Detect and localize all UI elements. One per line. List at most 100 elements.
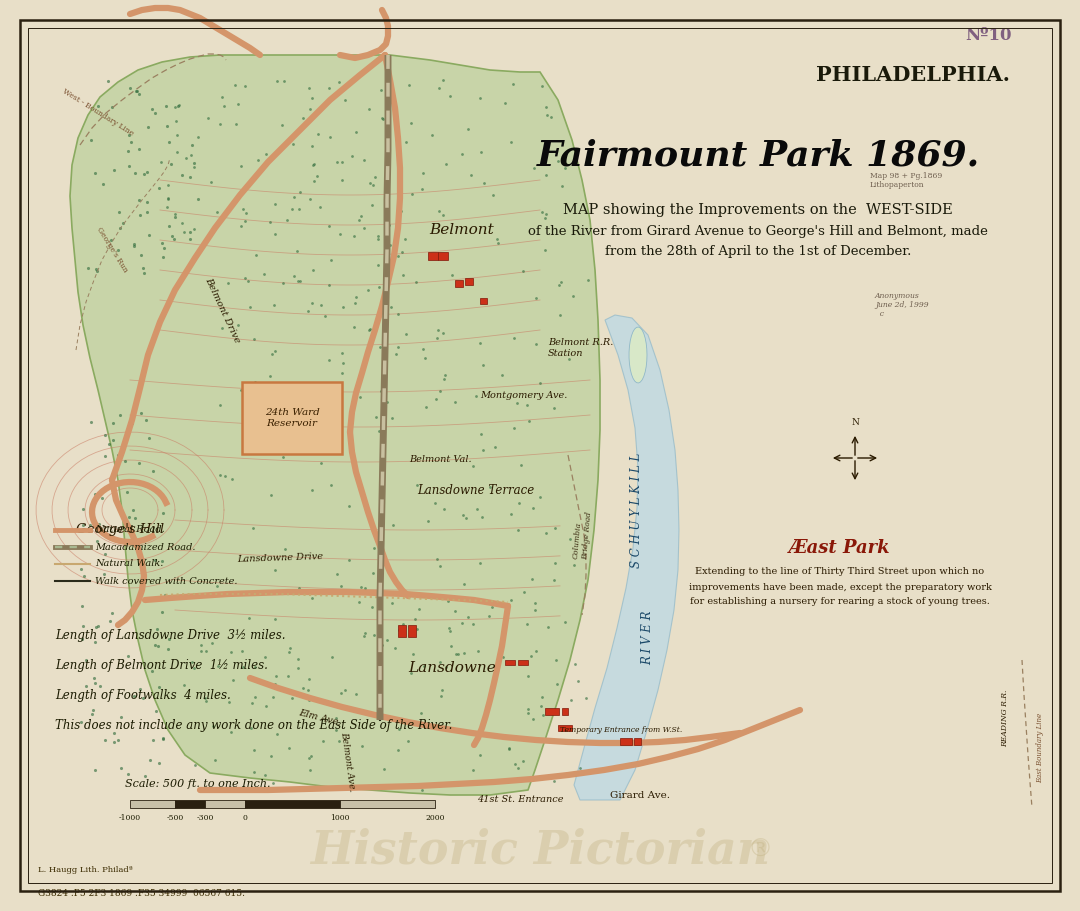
Point <box>364 599 381 614</box>
Point <box>201 226 218 241</box>
Point <box>473 427 490 442</box>
Point <box>432 559 449 574</box>
Point <box>502 507 519 521</box>
Point <box>97 427 114 442</box>
Point <box>141 752 159 767</box>
Point <box>303 483 321 497</box>
Point <box>444 268 461 282</box>
Text: Belmont: Belmont <box>430 223 495 237</box>
Point <box>510 523 527 537</box>
Point <box>93 491 110 506</box>
Point <box>364 178 381 192</box>
Point <box>464 763 482 777</box>
Point <box>110 204 127 219</box>
Point <box>103 233 120 248</box>
Point <box>515 264 532 279</box>
Point <box>144 102 161 117</box>
Point <box>348 125 365 139</box>
Text: 24th Ward
Reservoir: 24th Ward Reservoir <box>265 407 320 428</box>
Point <box>78 679 95 693</box>
Point <box>124 503 141 517</box>
Point <box>399 712 416 727</box>
Point <box>393 779 410 793</box>
Point <box>523 649 540 663</box>
Point <box>355 153 373 168</box>
Point <box>119 649 136 663</box>
Point <box>440 594 457 609</box>
Text: East Boundary Line: East Boundary Line <box>1036 713 1044 783</box>
Point <box>567 657 584 671</box>
Point <box>125 689 143 703</box>
Point <box>408 621 426 636</box>
Point <box>285 137 302 151</box>
Point <box>523 572 540 587</box>
Point <box>364 565 381 579</box>
Point <box>548 652 565 667</box>
Point <box>526 596 543 610</box>
Point <box>222 725 240 740</box>
Text: 41st St. Entrance: 41st St. Entrance <box>476 795 564 804</box>
Point <box>90 517 107 532</box>
Point <box>500 742 517 756</box>
Point <box>189 191 206 206</box>
Point <box>121 81 138 96</box>
Point <box>375 374 392 388</box>
Point <box>99 74 117 88</box>
Point <box>219 276 237 291</box>
Point <box>175 678 192 692</box>
Point <box>340 552 357 567</box>
Point <box>386 91 403 106</box>
Point <box>343 148 361 163</box>
Point <box>245 765 262 780</box>
Bar <box>505 660 515 665</box>
Bar <box>399 625 406 637</box>
Text: Historic Pictorian: Historic Pictorian <box>310 827 770 873</box>
Bar <box>438 252 448 260</box>
Point <box>99 436 117 451</box>
Text: 1000: 1000 <box>330 814 350 822</box>
Point <box>561 352 578 366</box>
Text: Belmont Val.: Belmont Val. <box>408 456 471 465</box>
Point <box>534 707 551 722</box>
Point <box>230 318 247 333</box>
Point <box>130 141 147 156</box>
Point <box>96 547 113 561</box>
Point <box>458 511 475 526</box>
Point <box>303 90 321 105</box>
Point <box>171 97 188 112</box>
Point <box>454 507 471 522</box>
Text: Æast Park: Æast Park <box>789 539 891 557</box>
Point <box>502 592 519 607</box>
Polygon shape <box>70 55 600 795</box>
Point <box>96 567 113 581</box>
Point <box>437 660 455 674</box>
Point <box>291 202 308 217</box>
Point <box>126 239 144 253</box>
Point <box>410 601 428 616</box>
Point <box>551 308 568 322</box>
Point <box>377 220 394 235</box>
Point <box>314 734 332 749</box>
Point <box>181 169 199 184</box>
Text: Natural Walk.: Natural Walk. <box>95 559 163 568</box>
Point <box>494 650 511 664</box>
Point <box>228 117 245 131</box>
Point <box>170 99 187 114</box>
Text: Fairmount Park 1869.: Fairmount Park 1869. <box>537 138 980 172</box>
Point <box>202 175 219 189</box>
Bar <box>428 252 438 260</box>
Point <box>154 251 172 265</box>
Bar <box>545 708 559 715</box>
Point <box>227 77 244 92</box>
Point <box>158 99 175 114</box>
Point <box>256 650 273 664</box>
Point <box>265 775 282 790</box>
Point <box>106 734 123 749</box>
Point <box>105 415 122 430</box>
Point <box>397 135 415 149</box>
Point <box>338 779 355 793</box>
Point <box>341 499 359 514</box>
Point <box>442 624 459 639</box>
Point <box>131 682 148 697</box>
Point <box>136 768 153 783</box>
